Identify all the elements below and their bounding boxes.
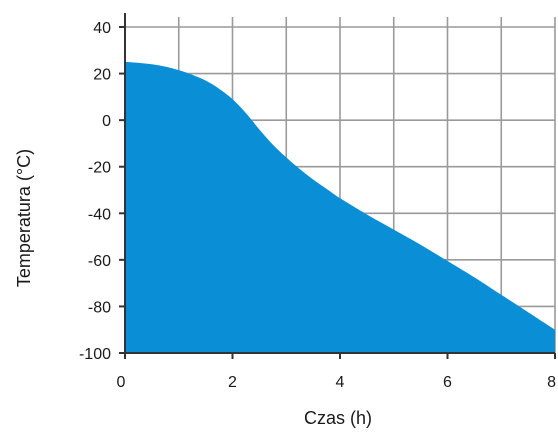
x-axis-title: Czas (h) [304,408,372,428]
y-tick-label: 20 [93,67,111,84]
axis-layer [119,13,556,359]
y-axis-title: Temperatura (°C) [14,149,34,287]
tick-labels: 40 20 0 -20 -40 -60 -80 -100 0 2 4 6 8 [79,20,556,391]
y-tick-label: -20 [88,160,111,177]
x-tick-label: 8 [547,374,556,391]
temperature-area [125,61,555,354]
y-tick-label: -80 [88,299,111,316]
x-tick-label: 4 [336,374,345,391]
y-tick-label: 0 [102,113,111,130]
x-tick-label: 6 [443,374,452,391]
y-tick-label: 40 [93,20,111,37]
x-tick-label: 0 [117,374,126,391]
y-tick-label: -40 [88,206,111,223]
area-layer [125,61,555,354]
x-tick-label: 2 [228,374,237,391]
y-tick-label: -100 [79,346,111,363]
y-tick-label: -60 [88,253,111,270]
